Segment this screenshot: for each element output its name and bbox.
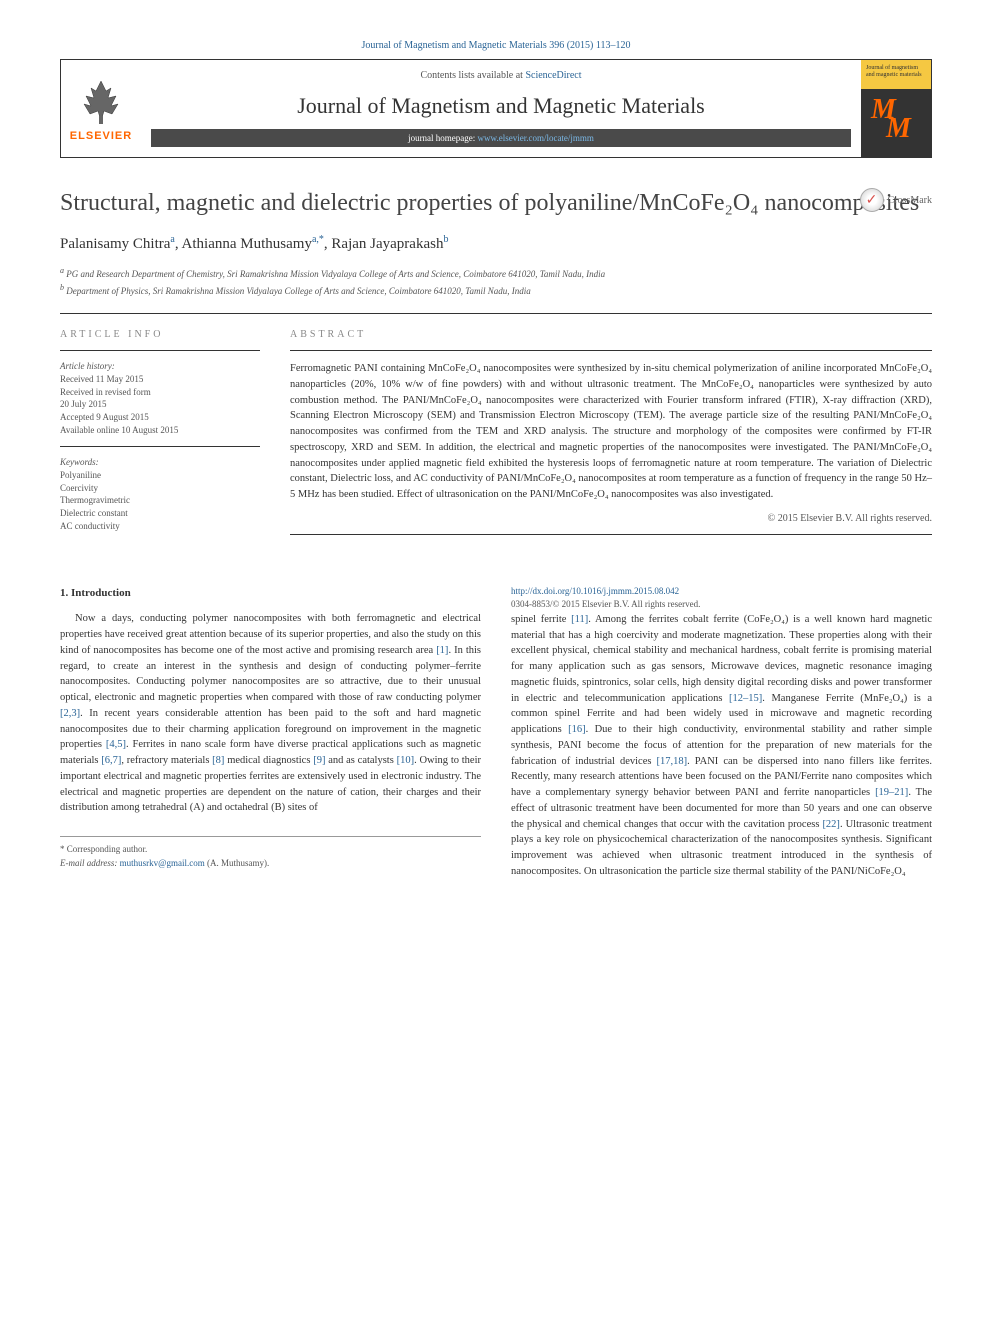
crossmark-icon: ✓ — [860, 188, 884, 212]
ref-link[interactable]: [8] — [212, 755, 224, 766]
history-line: Received in revised form — [60, 386, 260, 399]
doi-link[interactable]: http://dx.doi.org/10.1016/j.jmmm.2015.08… — [511, 586, 679, 596]
article-title: Structural, magnetic and dielectric prop… — [60, 188, 932, 219]
keyword: Coercivity — [60, 482, 260, 495]
abstract-column: ABSTRACT Ferromagnetic PANI containing M… — [290, 329, 932, 545]
ref-link[interactable]: [19–21] — [875, 787, 908, 798]
intro-heading: 1. Introduction — [60, 585, 481, 602]
affiliation-line: b Department of Physics, Sri Ramakrishna… — [60, 282, 932, 299]
section-divider — [60, 313, 932, 314]
author-name[interactable]: Rajan Jayaprakash — [331, 236, 443, 252]
author-list: Palanisamy Chitraa, Athianna Muthusamya,… — [60, 234, 932, 253]
history-line: Accepted 9 August 2015 — [60, 411, 260, 424]
ref-link[interactable]: [4,5] — [106, 739, 126, 750]
ref-link[interactable]: [11] — [571, 614, 588, 625]
contents-line: Contents lists available at ScienceDirec… — [420, 70, 581, 81]
article-info-heading: ARTICLE INFO — [60, 329, 260, 340]
abstract-end-divider — [290, 534, 932, 535]
journal-name: Journal of Magnetism and Magnetic Materi… — [297, 93, 705, 119]
elsevier-tree-icon — [76, 76, 126, 126]
ref-link[interactable]: [16] — [568, 724, 586, 735]
author-name[interactable]: Palanisamy Chitra — [60, 236, 170, 252]
history-label: Article history: — [60, 361, 260, 371]
corresponding-note: * Corresponding author. — [60, 843, 481, 857]
footnote-block: * Corresponding author. E-mail address: … — [60, 836, 481, 870]
body-columns: 1. Introduction Now a days, conducting p… — [60, 585, 932, 880]
abstract-heading: ABSTRACT — [290, 329, 932, 340]
cover-m2-icon: M — [886, 113, 911, 145]
affiliation-line: a PG and Research Department of Chemistr… — [60, 265, 932, 282]
intro-paragraph: Now a days, conducting polymer nanocompo… — [60, 611, 481, 816]
elsevier-logo[interactable]: ELSEVIER — [61, 60, 141, 157]
email-line: E-mail address: muthusrkv@gmail.com (A. … — [60, 857, 481, 871]
author-aff-sup: b — [443, 234, 448, 245]
corresponding-star: ,* — [316, 234, 324, 245]
affiliations: a PG and Research Department of Chemistr… — [60, 265, 932, 298]
sciencedirect-link[interactable]: ScienceDirect — [525, 70, 581, 81]
ref-link[interactable]: [6,7] — [101, 755, 121, 766]
ref-link[interactable]: [12–15] — [729, 693, 762, 704]
author-name[interactable]: Athianna Muthusamy — [182, 236, 312, 252]
citation-link[interactable]: Journal of Magnetism and Magnetic Materi… — [361, 40, 630, 51]
homepage-bar: journal homepage: www.elsevier.com/locat… — [151, 129, 851, 147]
abstract-text: Ferromagnetic PANI containing MnCoFe₂O₄ … — [290, 361, 932, 503]
ref-link[interactable]: [1] — [436, 645, 448, 656]
cover-title-text: Journal of magnetism and magnetic materi… — [866, 65, 926, 78]
header-citation: Journal of Magnetism and Magnetic Materi… — [60, 40, 932, 51]
abstract-divider — [290, 350, 932, 351]
homepage-label: journal homepage: — [408, 133, 477, 143]
history-line: 20 July 2015 — [60, 398, 260, 411]
ref-link[interactable]: [9] — [313, 755, 325, 766]
issn-line: 0304-8853/© 2015 Elsevier B.V. All right… — [511, 598, 932, 612]
author-aff-sup: a — [170, 234, 174, 245]
crossmark-badge[interactable]: ✓ CrossMark — [860, 188, 932, 212]
keyword: AC conductivity — [60, 520, 260, 533]
history-line: Available online 10 August 2015 — [60, 424, 260, 437]
journal-cover[interactable]: Journal of magnetism and magnetic materi… — [861, 60, 931, 157]
info-abstract-row: ARTICLE INFO Article history: Received 1… — [60, 329, 932, 545]
keyword: Dielectric constant — [60, 507, 260, 520]
info-divider — [60, 446, 260, 447]
keyword: Thermogravimetric — [60, 494, 260, 507]
abstract-copyright: © 2015 Elsevier B.V. All rights reserved… — [290, 513, 932, 524]
email-link[interactable]: muthusrkv@gmail.com — [120, 858, 205, 868]
journal-header: ELSEVIER Contents lists available at Sci… — [60, 59, 932, 158]
info-divider — [60, 350, 260, 351]
keyword: Polyaniline — [60, 469, 260, 482]
doi-line: http://dx.doi.org/10.1016/j.jmmm.2015.08… — [511, 585, 932, 599]
elsevier-brand-text: ELSEVIER — [70, 130, 132, 142]
contents-prefix: Contents lists available at — [420, 70, 525, 81]
ref-link[interactable]: [17,18] — [656, 756, 687, 767]
history-line: Received 11 May 2015 — [60, 373, 260, 386]
header-center: Contents lists available at ScienceDirec… — [141, 60, 861, 157]
article-info: ARTICLE INFO Article history: Received 1… — [60, 329, 260, 545]
title-section: Structural, magnetic and dielectric prop… — [60, 188, 932, 219]
ref-link[interactable]: [10] — [397, 755, 415, 766]
crossmark-label: CrossMark — [888, 195, 932, 206]
ref-link[interactable]: [22] — [822, 819, 840, 830]
ref-link[interactable]: [2,3] — [60, 708, 80, 719]
homepage-link[interactable]: www.elsevier.com/locate/jmmm — [478, 133, 594, 143]
keywords-label: Keywords: — [60, 457, 260, 467]
intro-paragraph-col2: spinel ferrite [11]. Among the ferrites … — [511, 612, 932, 880]
